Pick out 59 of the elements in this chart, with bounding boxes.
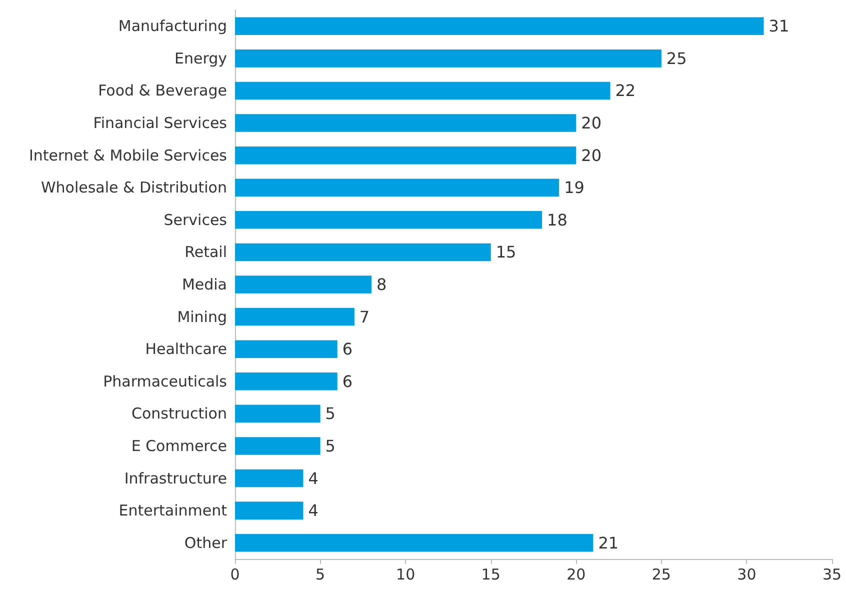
bar — [235, 502, 304, 520]
data-label: 31 — [768, 16, 790, 36]
y-tick-label: Pharmaceuticals — [103, 372, 228, 390]
x-tick-label: 5 — [316, 566, 326, 584]
y-tick-label: Food & Beverage — [98, 82, 227, 100]
bar — [235, 114, 576, 132]
x-tick-label: 30 — [737, 566, 756, 584]
y-tick-label: Wholesale & Distribution — [40, 178, 227, 197]
data-label: 6 — [342, 340, 353, 359]
data-label: 18 — [547, 210, 568, 230]
y-tick-label: E Commerce — [131, 436, 227, 455]
bar — [235, 276, 372, 294]
y-tick-label: Financial Services — [93, 114, 228, 132]
bar — [235, 146, 576, 164]
x-tick-label: 0 — [230, 566, 240, 584]
data-label: 6 — [342, 372, 353, 391]
y-tick-label: Infrastructure — [124, 469, 227, 488]
y-tick-label: Energy — [174, 49, 228, 68]
data-label: 5 — [325, 404, 336, 424]
data-label: 8 — [376, 275, 387, 294]
bar — [235, 437, 320, 455]
y-tick-label: Healthcare — [145, 340, 227, 358]
bar — [235, 372, 338, 390]
x-tick-label: 25 — [652, 566, 671, 584]
bar — [235, 404, 320, 423]
data-label: 21 — [598, 533, 619, 552]
bar — [235, 534, 594, 552]
bar — [235, 82, 610, 100]
data-label: 5 — [325, 436, 336, 456]
data-label: 15 — [496, 242, 516, 262]
x-tick-label: 15 — [481, 566, 500, 584]
data-label: 19 — [564, 178, 584, 198]
y-tick-label: Retail — [184, 243, 227, 262]
bar — [235, 469, 304, 488]
data-label: 25 — [666, 48, 687, 68]
y-tick-label: Construction — [131, 404, 227, 423]
data-label: 4 — [308, 468, 318, 488]
data-label: 22 — [615, 81, 636, 100]
bar — [235, 50, 662, 68]
x-tick-label: 35 — [822, 566, 842, 584]
data-label: 20 — [581, 146, 602, 165]
bar — [235, 308, 354, 326]
bar — [235, 17, 764, 36]
x-tick-label: 10 — [396, 566, 416, 584]
y-tick-label: Services — [164, 210, 228, 229]
bar — [235, 178, 560, 196]
data-label: 20 — [581, 114, 602, 133]
data-label: 7 — [359, 307, 370, 326]
y-tick-label: Media — [182, 276, 227, 294]
y-tick-label: Internet & Mobile Services — [28, 146, 228, 164]
x-tick-label: 20 — [566, 566, 586, 584]
y-tick-label: Mining — [177, 308, 227, 326]
bar — [235, 340, 338, 358]
y-tick-label: Entertainment — [118, 502, 228, 520]
data-label: 4 — [308, 501, 318, 520]
y-tick-label: Manufacturing — [118, 17, 227, 36]
bar — [235, 243, 491, 262]
y-tick-label: Other — [184, 534, 228, 552]
bar — [235, 211, 542, 229]
